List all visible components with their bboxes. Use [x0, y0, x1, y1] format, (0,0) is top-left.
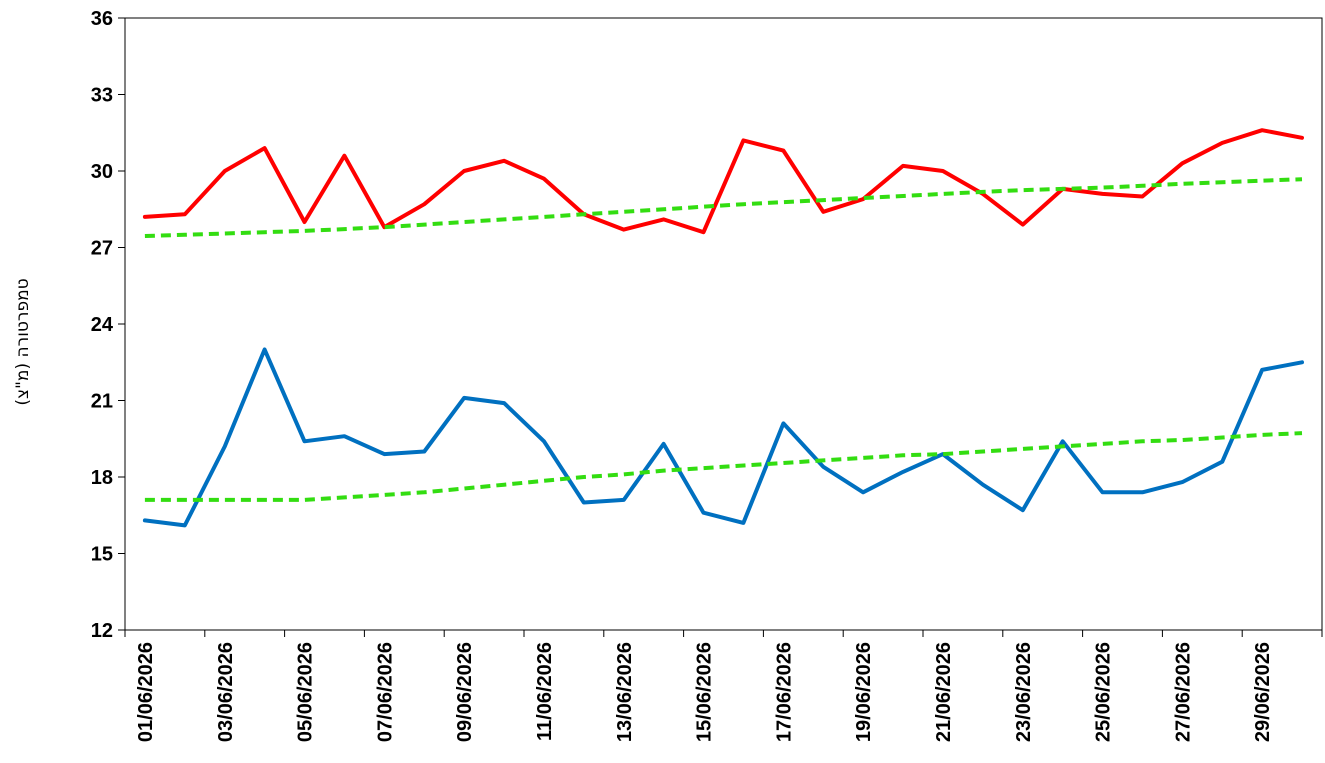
x-tick-label: 17/06/2026 [773, 642, 795, 742]
plot-frame [124, 17, 1323, 631]
x-tick-label: 11/06/2026 [534, 642, 556, 741]
x-tick-label: 09/06/2026 [454, 642, 476, 742]
x-tick-label: 23/06/2026 [1013, 642, 1035, 742]
max-trend-line [144, 177, 1303, 238]
y-tick-label: 30 [91, 161, 113, 183]
x-tick-label: 15/06/2026 [694, 642, 716, 742]
y-tick-label: 15 [91, 544, 113, 566]
x-tick-label: 13/06/2026 [614, 642, 636, 742]
x-tick-label: 05/06/2026 [295, 642, 317, 742]
series-group [142, 128, 1304, 528]
x-tick-label: 29/06/2026 [1252, 642, 1274, 742]
y-tick-label: 24 [91, 314, 114, 336]
x-tick-label: 03/06/2026 [215, 642, 237, 742]
min-temp-line [142, 347, 1304, 528]
y-tick-label: 18 [91, 467, 113, 489]
x-tick-label: 25/06/2026 [1093, 642, 1115, 742]
y-tick-label: 12 [91, 620, 113, 642]
x-tick-label: 27/06/2026 [1172, 642, 1194, 742]
x-tick-label: 01/06/2026 [135, 642, 157, 742]
x-tick-label: 21/06/2026 [933, 642, 955, 742]
x-tick-label: 07/06/2026 [374, 642, 396, 742]
max-temp-line [142, 128, 1304, 235]
y-tick-label: 33 [91, 85, 113, 107]
y-tick-label: 27 [91, 238, 113, 260]
x-tick-label: 19/06/2026 [853, 642, 875, 742]
y-tick-label: 36 [91, 8, 113, 30]
min-trend-line [144, 431, 1303, 502]
y-axis-title: טמפרטורה (מ"צ) [13, 278, 33, 405]
y-tick-label: 21 [91, 391, 113, 413]
axes [118, 17, 1323, 637]
tick-labels: 12 15 18 21 24 27 30 33 36 01/06/2026 03/06/2026 05… [91, 8, 1274, 742]
